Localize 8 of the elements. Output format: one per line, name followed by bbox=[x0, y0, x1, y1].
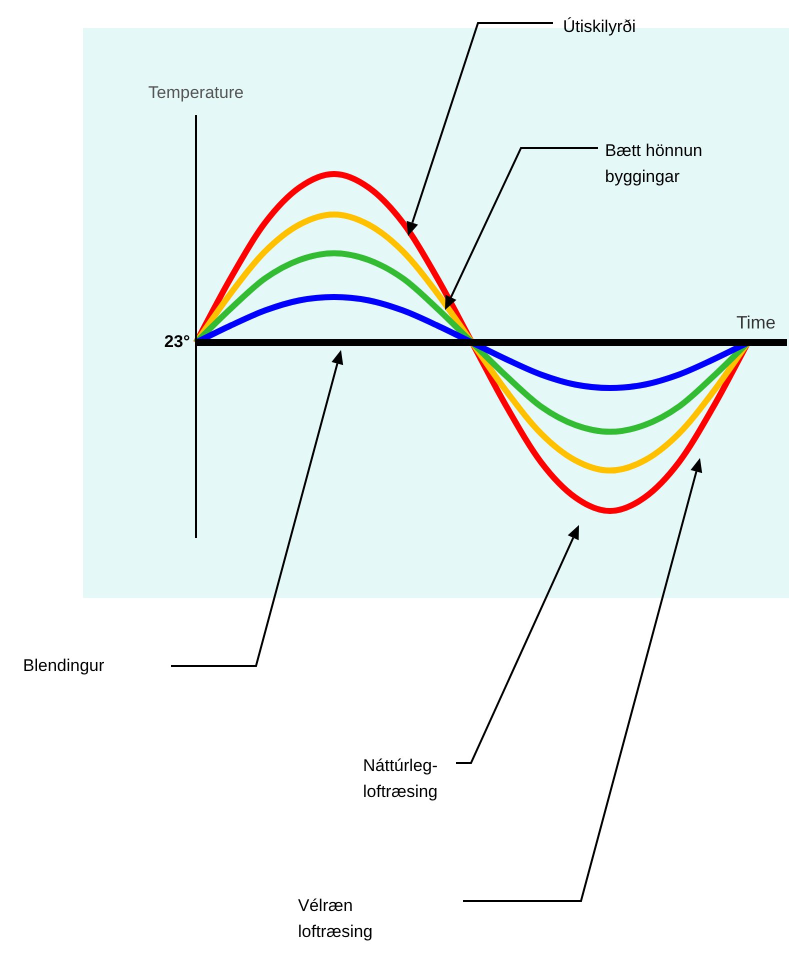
text: 23° bbox=[164, 332, 190, 352]
text: Útiskilyrði bbox=[563, 16, 637, 38]
y-axis-title: Temperature bbox=[148, 83, 244, 102]
text: Blendingur bbox=[23, 655, 106, 677]
x-axis-title: Time bbox=[736, 312, 776, 332]
annotation: Bætt hönnun byggingar bbox=[605, 140, 704, 188]
text: Náttúrleg-loftræsing bbox=[363, 755, 439, 803]
text: Vélræn loftræsing bbox=[298, 895, 374, 943]
